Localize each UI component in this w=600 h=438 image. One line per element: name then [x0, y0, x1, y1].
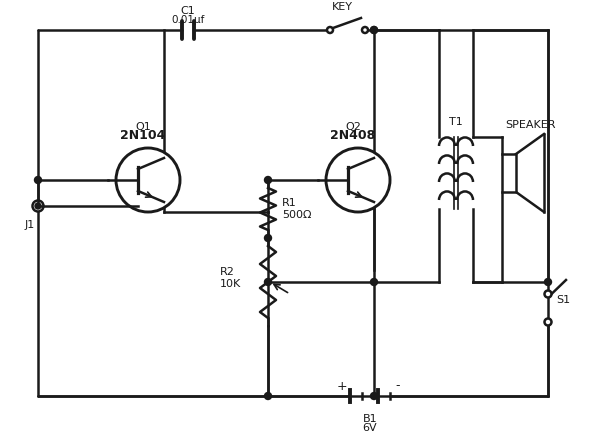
- Text: 6V: 6V: [362, 423, 377, 433]
- Text: B1: B1: [362, 414, 377, 424]
- Text: S1: S1: [556, 295, 570, 305]
- Circle shape: [371, 279, 377, 286]
- Circle shape: [265, 177, 271, 184]
- Text: Q2: Q2: [345, 122, 361, 132]
- Text: SPEAKER: SPEAKER: [505, 120, 555, 130]
- Text: 2N408: 2N408: [331, 129, 376, 142]
- Circle shape: [371, 27, 377, 33]
- Text: KEY: KEY: [331, 2, 353, 12]
- Circle shape: [116, 148, 179, 212]
- Text: R2
10K: R2 10K: [220, 267, 241, 289]
- Text: R1
500Ω: R1 500Ω: [282, 198, 311, 220]
- Circle shape: [265, 392, 271, 399]
- Circle shape: [371, 27, 377, 33]
- Bar: [502, 154, 516, 192]
- Text: T1: T1: [449, 117, 463, 127]
- Text: 2N104: 2N104: [121, 129, 166, 142]
- Text: J1: J1: [25, 220, 35, 230]
- Circle shape: [545, 291, 551, 297]
- Text: -: -: [396, 379, 400, 392]
- Circle shape: [328, 28, 332, 32]
- Circle shape: [35, 203, 41, 209]
- Text: 0.01μf: 0.01μf: [172, 15, 205, 25]
- Circle shape: [362, 28, 367, 32]
- Circle shape: [326, 148, 389, 212]
- Circle shape: [371, 392, 377, 399]
- Circle shape: [545, 319, 551, 325]
- Circle shape: [545, 279, 551, 286]
- Circle shape: [35, 177, 41, 184]
- Circle shape: [265, 234, 271, 241]
- Text: C1: C1: [181, 6, 196, 16]
- Circle shape: [33, 201, 43, 211]
- Text: Q1: Q1: [135, 122, 151, 132]
- Circle shape: [265, 279, 271, 286]
- Text: +: +: [337, 379, 347, 392]
